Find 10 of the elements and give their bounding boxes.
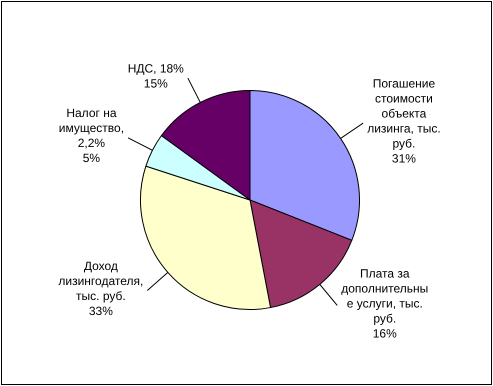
slice-label: Погашение стоимости объекта лизинга, тыс. руб. (367, 76, 441, 150)
data-label: 33% (88, 304, 114, 318)
data-label: 15% (144, 76, 168, 90)
slice-label: Доход лизингодателя, тыс. руб. (58, 258, 144, 303)
data-label: 5% (82, 151, 100, 166)
data-label: 16% (372, 326, 398, 340)
slice-label: Плата за дополнительные услуги, тыс. руб. (341, 266, 428, 326)
data-label: 31% (392, 151, 416, 166)
slice-label: НДС, 18% (128, 61, 184, 76)
slice-label: Налог на имущество, 2,2% (58, 106, 124, 150)
